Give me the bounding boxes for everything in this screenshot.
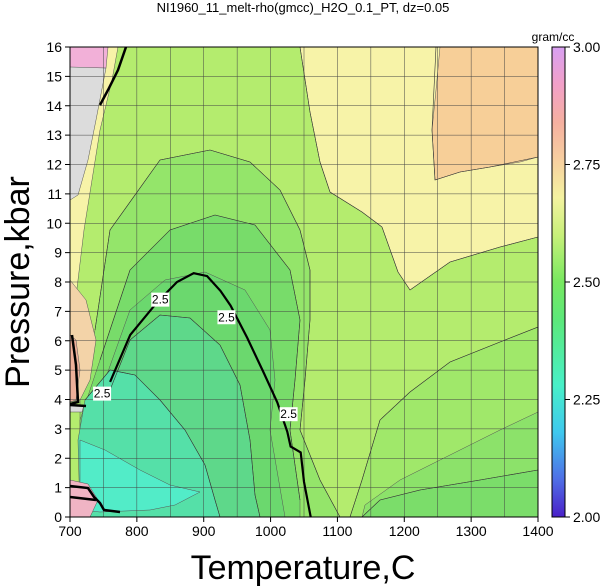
y-tick-label: 10	[46, 215, 62, 231]
y-tick-label: 15	[46, 68, 62, 84]
y-tick-label: 6	[54, 333, 62, 349]
colorbar-label: gram/cc	[532, 30, 575, 44]
y-tick-label: 16	[46, 39, 62, 55]
y-tick-label: 1	[54, 480, 62, 496]
x-axis-ticks: 700 800 900 1000 1100 1200 1300 1400	[58, 517, 554, 539]
y-tick-label: 9	[54, 245, 62, 261]
contour-label: 2.5	[94, 387, 111, 401]
grid-lines	[69, 46, 539, 518]
x-tick-label: 900	[192, 523, 216, 539]
colorbar-tick-label: 2.50	[573, 274, 600, 290]
y-tick-label: 0	[54, 509, 62, 525]
y-tick-label: 2	[54, 450, 62, 466]
contour-label-bg	[93, 386, 112, 401]
x-tick-label: 800	[125, 523, 149, 539]
y-axis-label: Pressure,kbar	[0, 176, 37, 388]
contour-label-bg	[217, 310, 236, 325]
colorbar-ticks: 2.00 2.25 2.50 2.75 3.00	[565, 39, 600, 525]
region-top-left-pink	[70, 47, 109, 69]
contour-label-bg	[279, 407, 298, 422]
y-tick-label: 3	[54, 421, 62, 437]
y-tick-label: 7	[54, 303, 62, 319]
chart-title: NI1960_11_melt-rho(gmcc)_H2O_0.1_PT, dz=…	[157, 0, 450, 15]
x-tick-label: 700	[58, 523, 82, 539]
y-tick-label: 12	[46, 157, 62, 173]
x-axis-label: Temperature,C	[191, 549, 416, 587]
colorbar	[551, 46, 566, 518]
y-tick-label: 8	[54, 274, 62, 290]
contour-label-bg	[151, 292, 170, 307]
thin-contour-lines	[84, 47, 538, 517]
contour-line-2.5	[109, 272, 312, 518]
x-tick-label: 1300	[456, 523, 487, 539]
y-tick-label: 13	[46, 127, 62, 143]
x-tick-label: 1100	[322, 523, 352, 539]
x-tick-label: 1000	[255, 523, 286, 539]
colorbar-tick-label: 2.25	[573, 392, 600, 408]
y-tick-label: 11	[47, 186, 62, 202]
x-tick-label: 1200	[389, 523, 420, 539]
contour-labels: 2.5 2.5 2.5 2.5	[93, 292, 298, 422]
contour-label: 2.5	[280, 407, 297, 421]
x-tick-label: 1400	[522, 523, 553, 539]
colorbar-tick-label: 2.00	[573, 509, 600, 525]
y-tick-label: 14	[46, 98, 62, 114]
left-edge-heavy-lines	[70, 47, 128, 514]
colorbar-tick-label: 2.75	[573, 157, 600, 173]
y-tick-label: 4	[54, 392, 62, 408]
contour-label: 2.5	[152, 293, 169, 307]
colorbar-tick-label: 3.00	[573, 39, 600, 55]
y-tick-label: 5	[54, 362, 62, 378]
contour-label: 2.5	[218, 310, 235, 324]
